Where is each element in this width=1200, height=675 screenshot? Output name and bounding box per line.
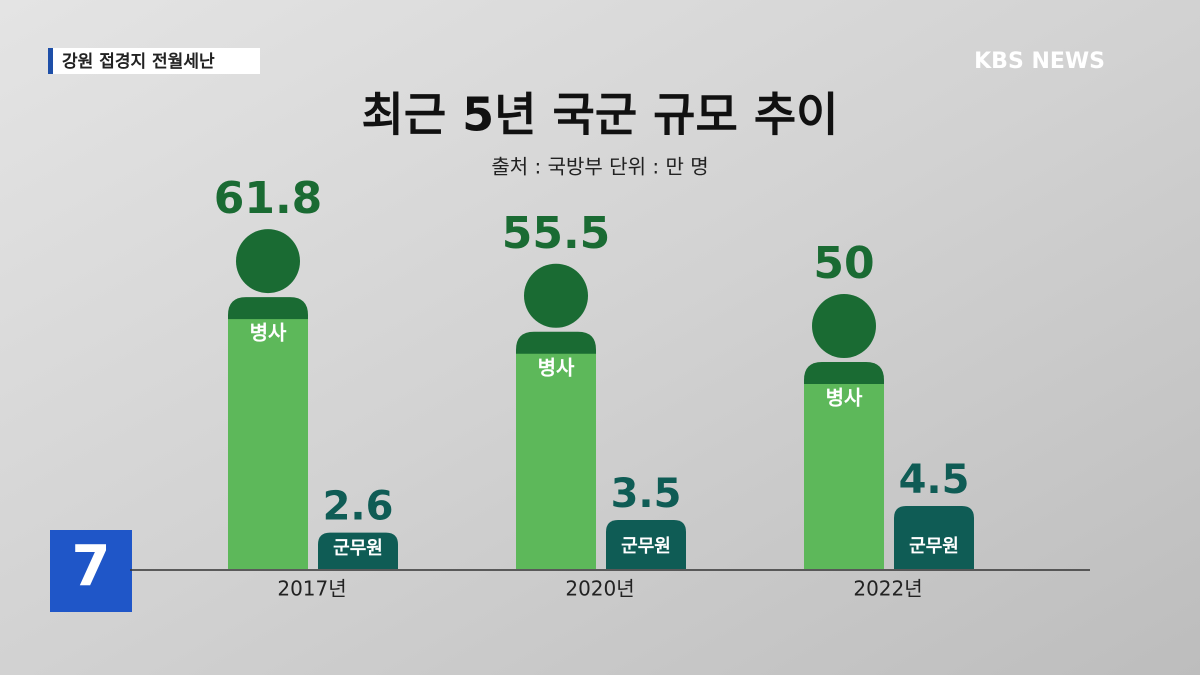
- x-tick-label: 2020년: [565, 577, 634, 601]
- series-label: 군무원: [909, 536, 959, 557]
- body: [516, 353, 596, 569]
- civilian-bar: [606, 520, 686, 569]
- series-label: 병사: [826, 386, 863, 410]
- value-label: 61.8: [214, 173, 323, 224]
- head: [524, 263, 588, 328]
- series-label: 병사: [250, 321, 287, 345]
- x-tick-label: 2022년: [853, 577, 922, 601]
- channel-number: 7: [72, 534, 111, 599]
- series-label: 군무원: [621, 536, 671, 557]
- value-label: 3.5: [611, 471, 682, 517]
- tag-accent: [48, 48, 53, 74]
- soldier-bar: [228, 229, 308, 569]
- channel-box: [50, 530, 132, 612]
- series-label: 군무원: [333, 538, 383, 559]
- news-tag: 강원 접경지 전월세난: [62, 52, 215, 72]
- civilian-bar: [894, 506, 974, 569]
- body: [804, 384, 884, 569]
- value-label: 2.6: [323, 484, 394, 530]
- head: [236, 229, 300, 294]
- chart-title: 최근 5년 국군 규모 추이: [362, 88, 839, 142]
- soldier-bar: [804, 294, 884, 569]
- logo: KBS NEWS: [974, 49, 1105, 74]
- x-tick-label: 2017년: [277, 577, 346, 601]
- chart-subtitle: 출처 : 국방부 단위 : 만 명: [491, 155, 708, 179]
- tag-box: [48, 48, 260, 74]
- value-label: 55.5: [502, 208, 611, 259]
- value-label: 50: [813, 238, 874, 289]
- body: [228, 319, 308, 569]
- soldier-bar: [516, 263, 596, 569]
- head: [812, 294, 876, 358]
- civilian-bar: [318, 532, 398, 569]
- value-label: 4.5: [899, 457, 970, 503]
- series-label: 병사: [538, 355, 575, 379]
